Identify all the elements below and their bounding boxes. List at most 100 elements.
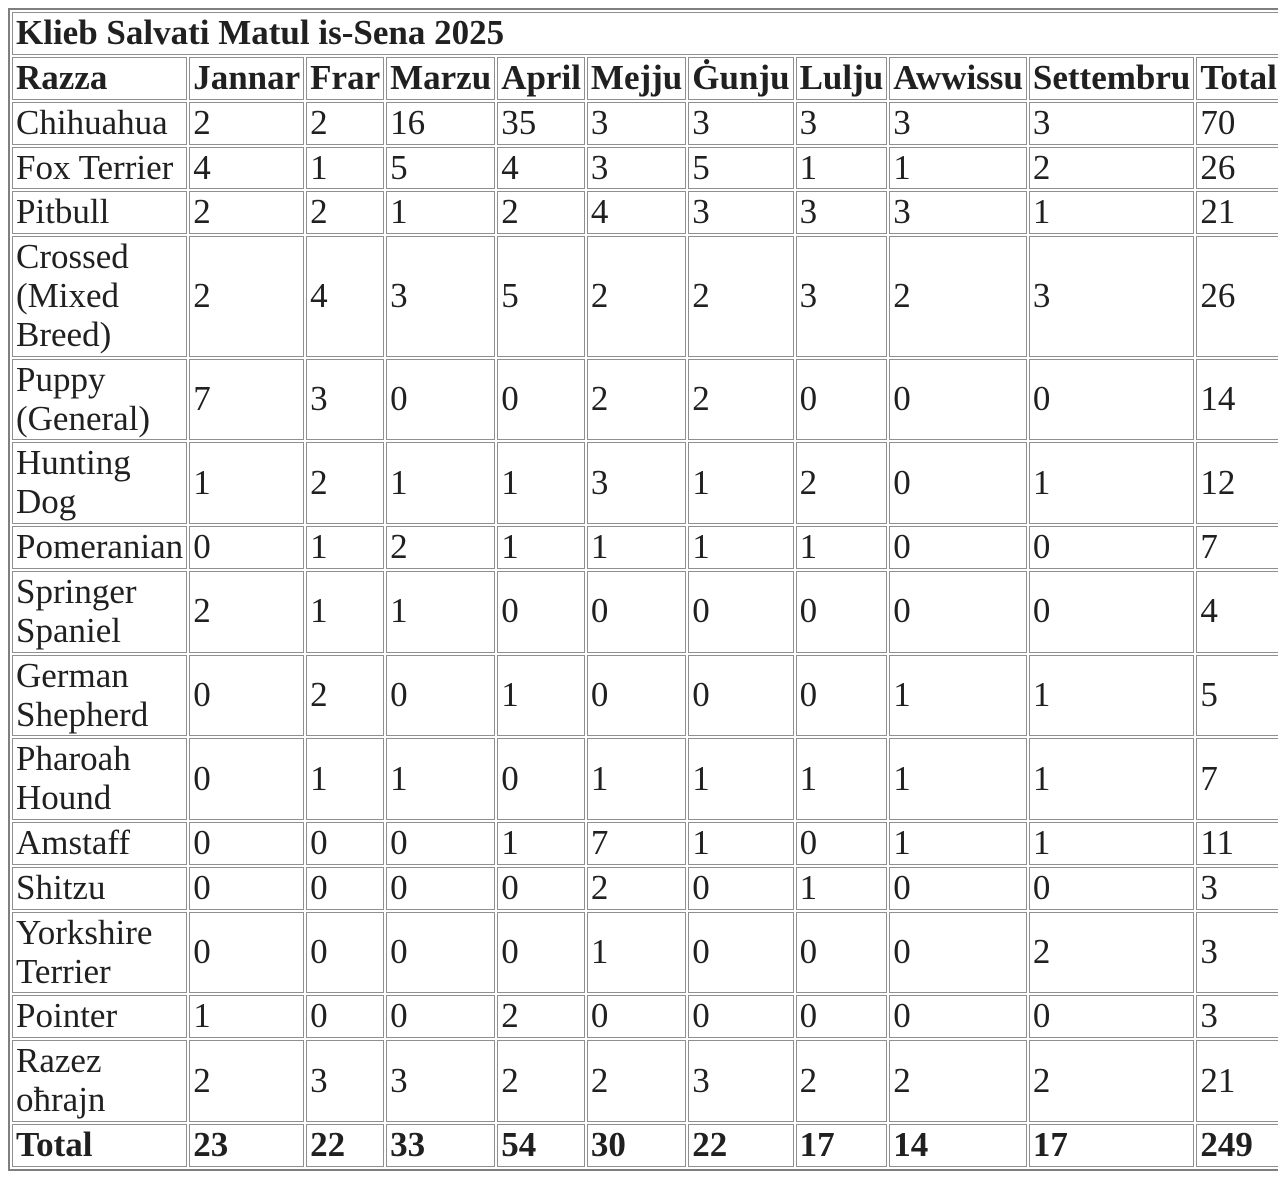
count-cell: 0: [889, 866, 1027, 910]
column-header-gunju: Ġunju: [688, 56, 794, 100]
table-body: Klieb Salvati Matul is-Sena 2025 Razza Ja…: [12, 12, 1278, 1167]
count-cell: 2: [586, 358, 687, 441]
count-cell: 1: [189, 442, 305, 525]
column-header-lulju: Lulju: [795, 56, 888, 100]
table-row-razez-ohrajn: Razez oħrajn 2 3 3 2 2 3 2 2 2 21: [12, 1040, 1278, 1122]
count-cell: 4: [306, 236, 385, 357]
breed-cell: Springer Spaniel: [12, 570, 188, 653]
count-cell: 2: [497, 1040, 585, 1122]
count-cell: 3: [688, 1040, 794, 1122]
count-cell: 2: [586, 1040, 687, 1122]
count-cell: 1: [795, 738, 888, 821]
breed-cell: Amstaff: [12, 822, 188, 865]
count-cell: 2: [497, 995, 585, 1039]
count-cell: 1: [688, 526, 794, 569]
count-cell: 0: [795, 654, 888, 737]
count-cell: 2: [586, 236, 687, 357]
count-cell: 0: [386, 654, 496, 737]
count-cell: 0: [688, 570, 794, 653]
count-cell: 16: [386, 101, 496, 145]
table-row-fox-terrier: Fox Terrier 4 1 5 4 3 5 1 1 2 26: [12, 146, 1278, 190]
count-cell: 14: [1196, 358, 1278, 441]
count-cell: 0: [189, 866, 305, 910]
count-cell: 26: [1196, 236, 1278, 357]
count-cell: 0: [386, 358, 496, 441]
count-cell: 3: [1028, 236, 1195, 357]
count-cell: 3: [688, 191, 794, 235]
count-cell: 1: [1028, 191, 1195, 235]
table-row-shitzu: Shitzu 0 0 0 0 2 0 1 0 0 3: [12, 866, 1278, 910]
count-cell: 1: [889, 146, 1027, 190]
page-title: Klieb Salvati Matul is-Sena 2025: [12, 12, 1278, 55]
count-cell: 1: [586, 738, 687, 821]
count-cell: 5: [497, 236, 585, 357]
rescued-dogs-table: Klieb Salvati Matul is-Sena 2025 Razza Ja…: [8, 8, 1278, 1171]
total-count-cell: 33: [386, 1123, 496, 1167]
count-cell: 0: [386, 995, 496, 1039]
breed-cell: Shitzu: [12, 866, 188, 910]
count-cell: 2: [306, 442, 385, 525]
count-cell: 3: [1196, 995, 1278, 1039]
count-cell: 1: [306, 570, 385, 653]
count-cell: 0: [497, 358, 585, 441]
count-cell: 0: [688, 866, 794, 910]
count-cell: 11: [1196, 822, 1278, 865]
count-cell: 26: [1196, 146, 1278, 190]
column-header-marzu: Marzu: [386, 56, 496, 100]
count-cell: 1: [497, 526, 585, 569]
count-cell: 0: [586, 654, 687, 737]
count-cell: 2: [586, 866, 687, 910]
count-cell: 0: [1028, 526, 1195, 569]
total-count-cell: 249: [1196, 1123, 1278, 1167]
count-cell: 5: [386, 146, 496, 190]
breed-cell: Pointer: [12, 995, 188, 1039]
title-row: Klieb Salvati Matul is-Sena 2025: [12, 12, 1278, 55]
total-count-cell: 23: [189, 1123, 305, 1167]
breed-cell: Yorkshire Terrier: [12, 911, 188, 994]
count-cell: 2: [889, 236, 1027, 357]
total-row: Total 23 22 33 54 30 22 17 14 17 249: [12, 1123, 1278, 1167]
count-cell: 0: [306, 866, 385, 910]
count-cell: 1: [386, 570, 496, 653]
count-cell: 21: [1196, 191, 1278, 235]
count-cell: 2: [189, 191, 305, 235]
count-cell: 1: [889, 822, 1027, 865]
breed-cell: Chihuahua: [12, 101, 188, 145]
count-cell: 0: [306, 911, 385, 994]
column-header-jannar: Jannar: [189, 56, 305, 100]
count-cell: 3: [386, 1040, 496, 1122]
count-cell: 0: [889, 358, 1027, 441]
count-cell: 2: [1028, 911, 1195, 994]
count-cell: 0: [189, 822, 305, 865]
table-row-pointer: Pointer 1 0 0 2 0 0 0 0 0 3: [12, 995, 1278, 1039]
count-cell: 7: [1196, 738, 1278, 821]
count-cell: 2: [688, 358, 794, 441]
column-header-april: April: [497, 56, 585, 100]
count-cell: 2: [889, 1040, 1027, 1122]
count-cell: 2: [189, 1040, 305, 1122]
count-cell: 1: [189, 995, 305, 1039]
count-cell: 1: [306, 146, 385, 190]
count-cell: 3: [586, 101, 687, 145]
count-cell: 3: [889, 101, 1027, 145]
count-cell: 2: [306, 654, 385, 737]
count-cell: 3: [889, 191, 1027, 235]
count-cell: 1: [795, 526, 888, 569]
count-cell: 4: [586, 191, 687, 235]
total-count-cell: 54: [497, 1123, 585, 1167]
column-header-frar: Frar: [306, 56, 385, 100]
count-cell: 3: [795, 236, 888, 357]
count-cell: 1: [497, 654, 585, 737]
count-cell: 1: [1028, 822, 1195, 865]
count-cell: 0: [688, 911, 794, 994]
total-label: Total: [12, 1123, 188, 1167]
breed-cell: Puppy (General): [12, 358, 188, 441]
count-cell: 3: [586, 442, 687, 525]
count-cell: 2: [189, 236, 305, 357]
count-cell: 1: [306, 738, 385, 821]
count-cell: 3: [306, 358, 385, 441]
count-cell: 7: [586, 822, 687, 865]
count-cell: 0: [889, 995, 1027, 1039]
count-cell: 0: [795, 911, 888, 994]
column-header-razza: Razza: [12, 56, 188, 100]
